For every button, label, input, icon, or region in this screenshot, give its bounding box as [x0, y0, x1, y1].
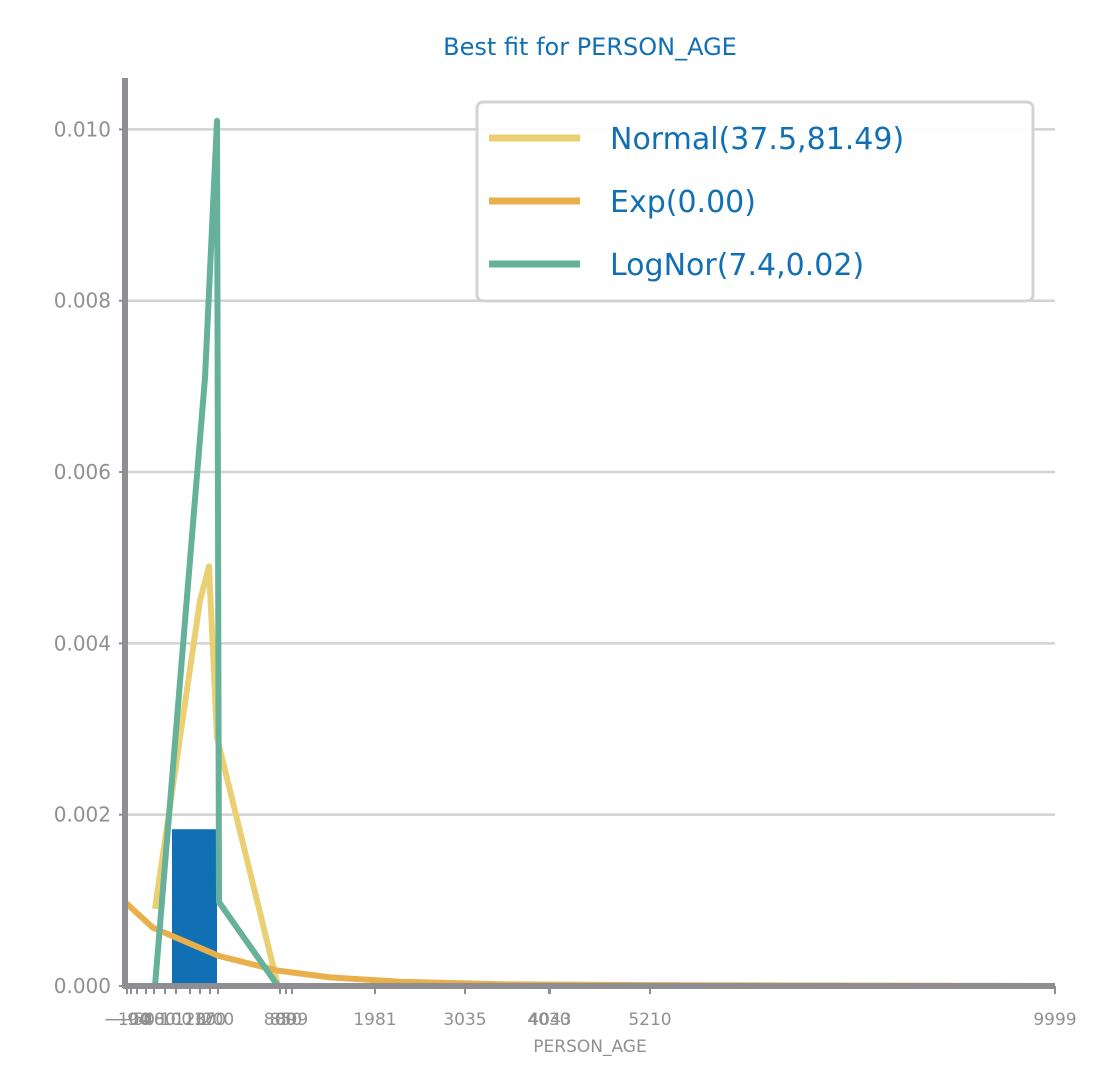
legend-label: LogNor(7.4,0.02)	[610, 248, 864, 283]
x-tick-label: 40	[143, 1010, 165, 1030]
y-tick-label: 0.006	[54, 460, 111, 484]
x-tick-label: 800	[264, 1010, 296, 1030]
histogram	[172, 829, 217, 986]
x-tick-label: 0	[141, 1010, 152, 1030]
legend-label: Normal(37.5,81.49)	[610, 122, 904, 157]
x-tick-label: −100	[104, 1010, 151, 1030]
x-tick-label: 200	[202, 1010, 234, 1030]
x-tick-label: −50	[119, 1010, 155, 1030]
x-tick-label: 9999	[1033, 1010, 1076, 1030]
series-line-2	[122, 899, 1056, 989]
y-tick-label: 0.000	[54, 974, 111, 998]
x-tick-label: 4030	[527, 1010, 570, 1030]
legend-box	[475, 100, 1035, 303]
x-tick-label: 1981	[353, 1010, 396, 1030]
x-axis-label: PERSON_AGE	[533, 1037, 646, 1057]
legend: Normal(37.5,81.49) Exp(0.00) LogNor(7.4,0.…	[475, 100, 1035, 303]
y-axis-ticks: 0.000 0.002 0.004 0.006 0.008 0.010	[54, 117, 125, 998]
x-tick-label: 100	[160, 1010, 192, 1030]
x-tick-label: 170	[194, 1010, 226, 1030]
x-tick-label: 899	[276, 1010, 308, 1030]
chart-title: Best fit for PERSON_AGE	[443, 33, 737, 61]
series-line-3	[152, 117, 281, 988]
x-tick-label: 3035	[443, 1010, 486, 1030]
y-tick-label: 0.002	[54, 803, 111, 827]
y-tick-label: 0.004	[54, 631, 111, 655]
y-tick-label: 0.010	[54, 117, 111, 141]
series-line-1	[152, 563, 281, 987]
x-tick-label: 5210	[628, 1010, 671, 1030]
x-tick-label: 120	[174, 1010, 206, 1030]
x-tick-label: 130	[184, 1010, 216, 1030]
axes	[122, 78, 1055, 989]
x-tick-label: 850	[270, 1010, 302, 1030]
x-tick-label: 4043	[528, 1010, 571, 1030]
x-tick-label: −94	[113, 1010, 149, 1030]
legend-label: Exp(0.00)	[610, 185, 756, 220]
histogram-bar	[172, 829, 217, 986]
y-tick-label: 0.008	[54, 289, 111, 313]
x-tick-label: 80	[154, 1010, 176, 1030]
